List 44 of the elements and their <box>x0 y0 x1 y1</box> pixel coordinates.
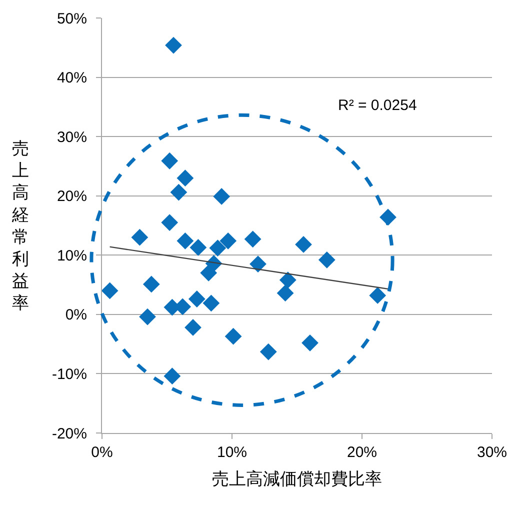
point <box>220 232 237 250</box>
x-axis-title: 売上高減価償却費比率 <box>212 469 382 488</box>
point <box>202 294 220 312</box>
point <box>244 230 262 248</box>
point <box>190 238 207 256</box>
point <box>295 236 312 253</box>
point <box>224 328 242 345</box>
point <box>260 343 277 360</box>
point <box>165 36 182 54</box>
point <box>279 272 296 288</box>
y-tick-label: 0% <box>65 306 87 324</box>
point <box>188 290 206 308</box>
x-tick-label: 20% <box>346 444 378 461</box>
point <box>170 184 188 201</box>
point <box>209 240 226 256</box>
y-tick-label: 50% <box>56 10 87 28</box>
x-tick-label: 0% <box>91 444 113 461</box>
y-tick-label: 10% <box>56 247 87 264</box>
y-tick-label: -10% <box>52 366 87 383</box>
point <box>213 188 230 205</box>
point <box>176 170 194 187</box>
point <box>276 284 294 302</box>
y-tick-label: 30% <box>56 128 87 146</box>
point <box>250 256 266 272</box>
point <box>184 319 202 336</box>
point <box>164 368 181 385</box>
point <box>139 308 156 326</box>
point <box>302 334 318 352</box>
x-tick-label: 10% <box>216 444 248 461</box>
y-axis-title: 売上高経常利益率 <box>11 139 29 313</box>
annotation: R² = 0.0254 <box>338 97 417 114</box>
point <box>200 264 218 282</box>
point <box>131 228 148 246</box>
point <box>369 287 386 304</box>
point <box>161 214 178 231</box>
x-tick-label: 30% <box>476 444 508 461</box>
point <box>176 232 194 250</box>
point <box>318 251 336 268</box>
y-tick-label: -20% <box>52 425 87 442</box>
y-tick-label: 40% <box>56 70 87 87</box>
point <box>161 152 178 170</box>
point <box>142 276 160 293</box>
y-tick-label: 20% <box>56 188 87 206</box>
point <box>102 282 118 300</box>
